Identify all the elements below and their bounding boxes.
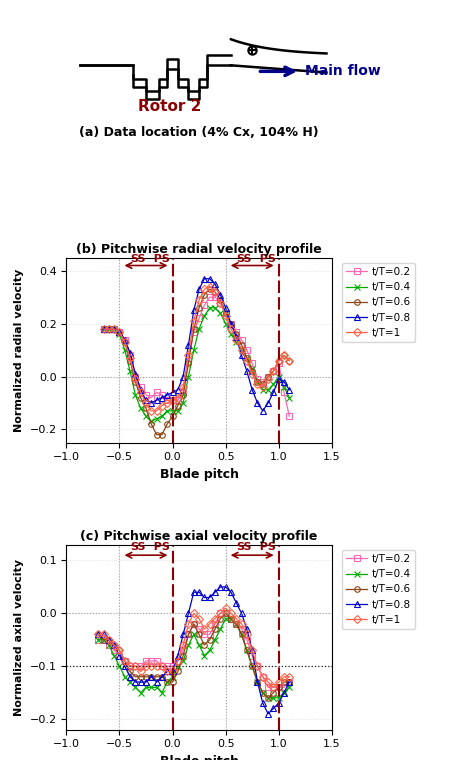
Y-axis label: Normalized radial velocity: Normalized radial velocity (14, 268, 24, 432)
Text: SS: SS (237, 542, 252, 552)
Title: (b) Pitchwise radial velocity profile: (b) Pitchwise radial velocity profile (76, 243, 322, 256)
Text: PS: PS (252, 254, 276, 264)
Text: (a) Data location (4% Cx, 104% H): (a) Data location (4% Cx, 104% H) (79, 126, 319, 140)
Text: Rotor 2: Rotor 2 (138, 100, 201, 115)
Text: PS: PS (146, 542, 170, 552)
Legend: t/T=0.2, t/T=0.4, t/T=0.6, t/T=0.8, t/T=1: t/T=0.2, t/T=0.4, t/T=0.6, t/T=0.8, t/T=… (342, 549, 415, 629)
X-axis label: Blade pitch: Blade pitch (160, 468, 238, 481)
Legend: t/T=0.2, t/T=0.4, t/T=0.6, t/T=0.8, t/T=1: t/T=0.2, t/T=0.4, t/T=0.6, t/T=0.8, t/T=… (342, 263, 415, 342)
X-axis label: Blade pitch: Blade pitch (160, 755, 238, 760)
Text: SS: SS (130, 542, 146, 552)
Y-axis label: Normalized axial velocity: Normalized axial velocity (14, 559, 24, 716)
Text: PS: PS (146, 254, 170, 264)
Text: SS: SS (237, 254, 252, 264)
Text: PS: PS (252, 542, 276, 552)
Text: SS: SS (130, 254, 146, 264)
Title: (c) Pitchwise axial velocity profile: (c) Pitchwise axial velocity profile (81, 530, 318, 543)
Text: Main flow: Main flow (305, 65, 381, 78)
